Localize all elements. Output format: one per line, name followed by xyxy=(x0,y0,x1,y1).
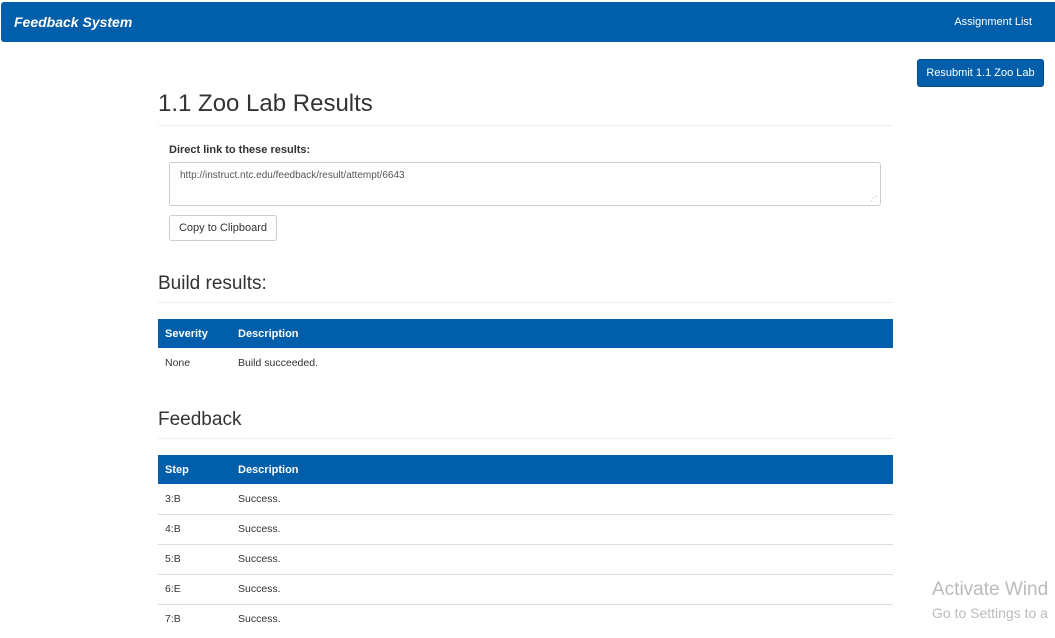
table-row: None Build succeeded. xyxy=(158,348,893,378)
table-row: 3:B Success. xyxy=(158,484,893,514)
step-cell: 4:B xyxy=(158,513,231,544)
feedback-table: Step Description 3:B Success. 4:B Success.… xyxy=(158,455,893,634)
feedback-heading: Feedback xyxy=(158,409,242,430)
build-results-table: Severity Description None Build succeede… xyxy=(158,319,893,378)
column-header-severity: Severity xyxy=(158,319,231,348)
table-row: 7:B Success. xyxy=(158,603,893,634)
description-cell: Success. xyxy=(238,492,281,505)
description-cell: Build succeeded. xyxy=(238,357,318,369)
column-header-step: Step xyxy=(158,455,231,484)
brand-link[interactable]: Feedback System xyxy=(14,14,133,30)
step-cell: 6:E xyxy=(158,573,231,604)
step-cell: 3:B xyxy=(165,492,181,505)
direct-link-value: http://instruct.ntc.edu/feedback/result/… xyxy=(180,170,405,181)
resubmit-button[interactable]: Resubmit 1.1 Zoo Lab xyxy=(917,59,1044,87)
divider xyxy=(158,302,893,303)
navbar: Feedback System Assignment List xyxy=(1,2,1055,42)
description-cell: Success. xyxy=(231,603,893,634)
divider xyxy=(158,438,893,439)
description-cell: Success. xyxy=(231,573,893,604)
description-cell: Success. xyxy=(231,513,893,544)
direct-link-label: Direct link to these results: xyxy=(169,144,311,156)
column-header-description: Description xyxy=(231,455,893,484)
step-cell: 7:B xyxy=(158,603,231,634)
page-title: 1.1 Zoo Lab Results xyxy=(158,90,373,117)
direct-link-textarea[interactable]: http://instruct.ntc.edu/feedback/result/… xyxy=(169,162,881,206)
severity-cell: None xyxy=(165,357,191,369)
table-row: 6:E Success. xyxy=(158,573,893,604)
step-cell: 5:B xyxy=(158,543,231,574)
resize-grip-icon[interactable]: ⋰ xyxy=(870,196,877,203)
assignment-list-link[interactable]: Assignment List xyxy=(954,16,1032,28)
description-cell: Success. xyxy=(231,543,893,574)
activate-windows-watermark: Activate Wind xyxy=(932,579,1049,600)
column-header-description: Description xyxy=(231,319,893,348)
build-results-heading: Build results: xyxy=(158,273,267,294)
table-row: 5:B Success. xyxy=(158,543,893,574)
divider xyxy=(158,125,893,126)
activate-windows-subtext: Go to Settings to a xyxy=(932,605,1048,621)
table-row: 4:B Success. xyxy=(158,513,893,544)
copy-to-clipboard-button[interactable]: Copy to Clipboard xyxy=(169,215,277,241)
